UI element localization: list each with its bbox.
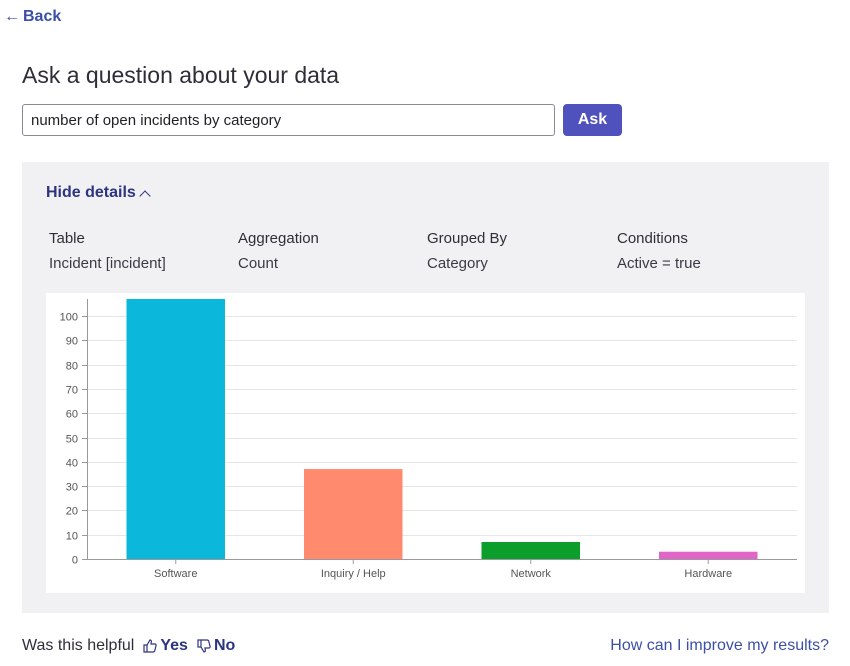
- arrow-left-icon: ←: [4, 8, 20, 25]
- hide-details-toggle[interactable]: Hide details: [46, 184, 151, 202]
- thumbs-down-icon: [197, 639, 211, 653]
- y-tick-label: 20: [66, 506, 78, 518]
- question-input[interactable]: [22, 104, 555, 136]
- yes-label: Yes: [160, 637, 188, 654]
- meta-grouped-by: Grouped By Category: [427, 230, 507, 272]
- y-tick-label: 40: [66, 458, 78, 470]
- meta-table: Table Incident [incident]: [49, 230, 166, 272]
- hide-details-label: Hide details: [46, 184, 136, 201]
- meta-aggregation: Aggregation Count: [238, 230, 319, 272]
- meta-value: Category: [427, 255, 488, 272]
- x-tick-label: Inquiry / Help: [321, 568, 386, 580]
- meta-label: Conditions: [617, 230, 688, 247]
- meta-label: Grouped By: [427, 230, 508, 247]
- bar: [303, 469, 403, 559]
- chevron-up-icon: [139, 189, 151, 202]
- y-tick-label: 0: [72, 555, 78, 567]
- yes-button[interactable]: Yes: [142, 637, 188, 655]
- bar: [126, 299, 226, 559]
- meta-value: Incident [incident]: [49, 255, 166, 272]
- x-tick-label: Software: [154, 568, 197, 580]
- page-title: Ask a question about your data: [22, 62, 340, 88]
- details-panel: Hide details Table Incident [incident] A…: [22, 162, 829, 613]
- chart-card: 0 10 20 30 40 50 60 70 80 90 100 Software Inquiry / …: [46, 293, 805, 593]
- bar: [658, 551, 758, 559]
- meta-label: Aggregation: [238, 230, 319, 247]
- y-tick-label: 10: [66, 531, 78, 543]
- meta-value: Active = true: [617, 255, 701, 272]
- y-tick-label: 90: [66, 336, 78, 348]
- no-button[interactable]: No: [196, 637, 235, 655]
- bar: [481, 541, 581, 559]
- y-tick-label: 70: [66, 385, 78, 397]
- feedback-bar: Was this helpful Yes No: [22, 637, 235, 655]
- y-tick-label: 100: [60, 312, 78, 324]
- thumbs-up-icon: [143, 639, 158, 653]
- ask-button[interactable]: Ask: [563, 104, 622, 136]
- no-label: No: [213, 637, 236, 654]
- meta-value: Count: [238, 255, 279, 272]
- meta-label: Table: [49, 230, 85, 247]
- y-tick-label: 80: [66, 361, 78, 373]
- bar-chart: 0 10 20 30 40 50 60 70 80 90 100 Software Inquiry / …: [60, 299, 797, 580]
- back-link[interactable]: ← Back: [4, 8, 61, 26]
- y-tick-label: 50: [66, 434, 78, 446]
- x-tick-label: Hardware: [684, 568, 732, 580]
- x-tick-label: Network: [511, 568, 552, 580]
- y-tick-label: 60: [66, 409, 78, 421]
- y-tick-label: 30: [66, 482, 78, 494]
- feedback-prompt: Was this helpful: [22, 637, 135, 654]
- meta-conditions: Conditions Active = true: [617, 230, 701, 272]
- improve-results-link[interactable]: How can I improve my results?: [610, 637, 829, 654]
- back-label: Back: [23, 8, 62, 25]
